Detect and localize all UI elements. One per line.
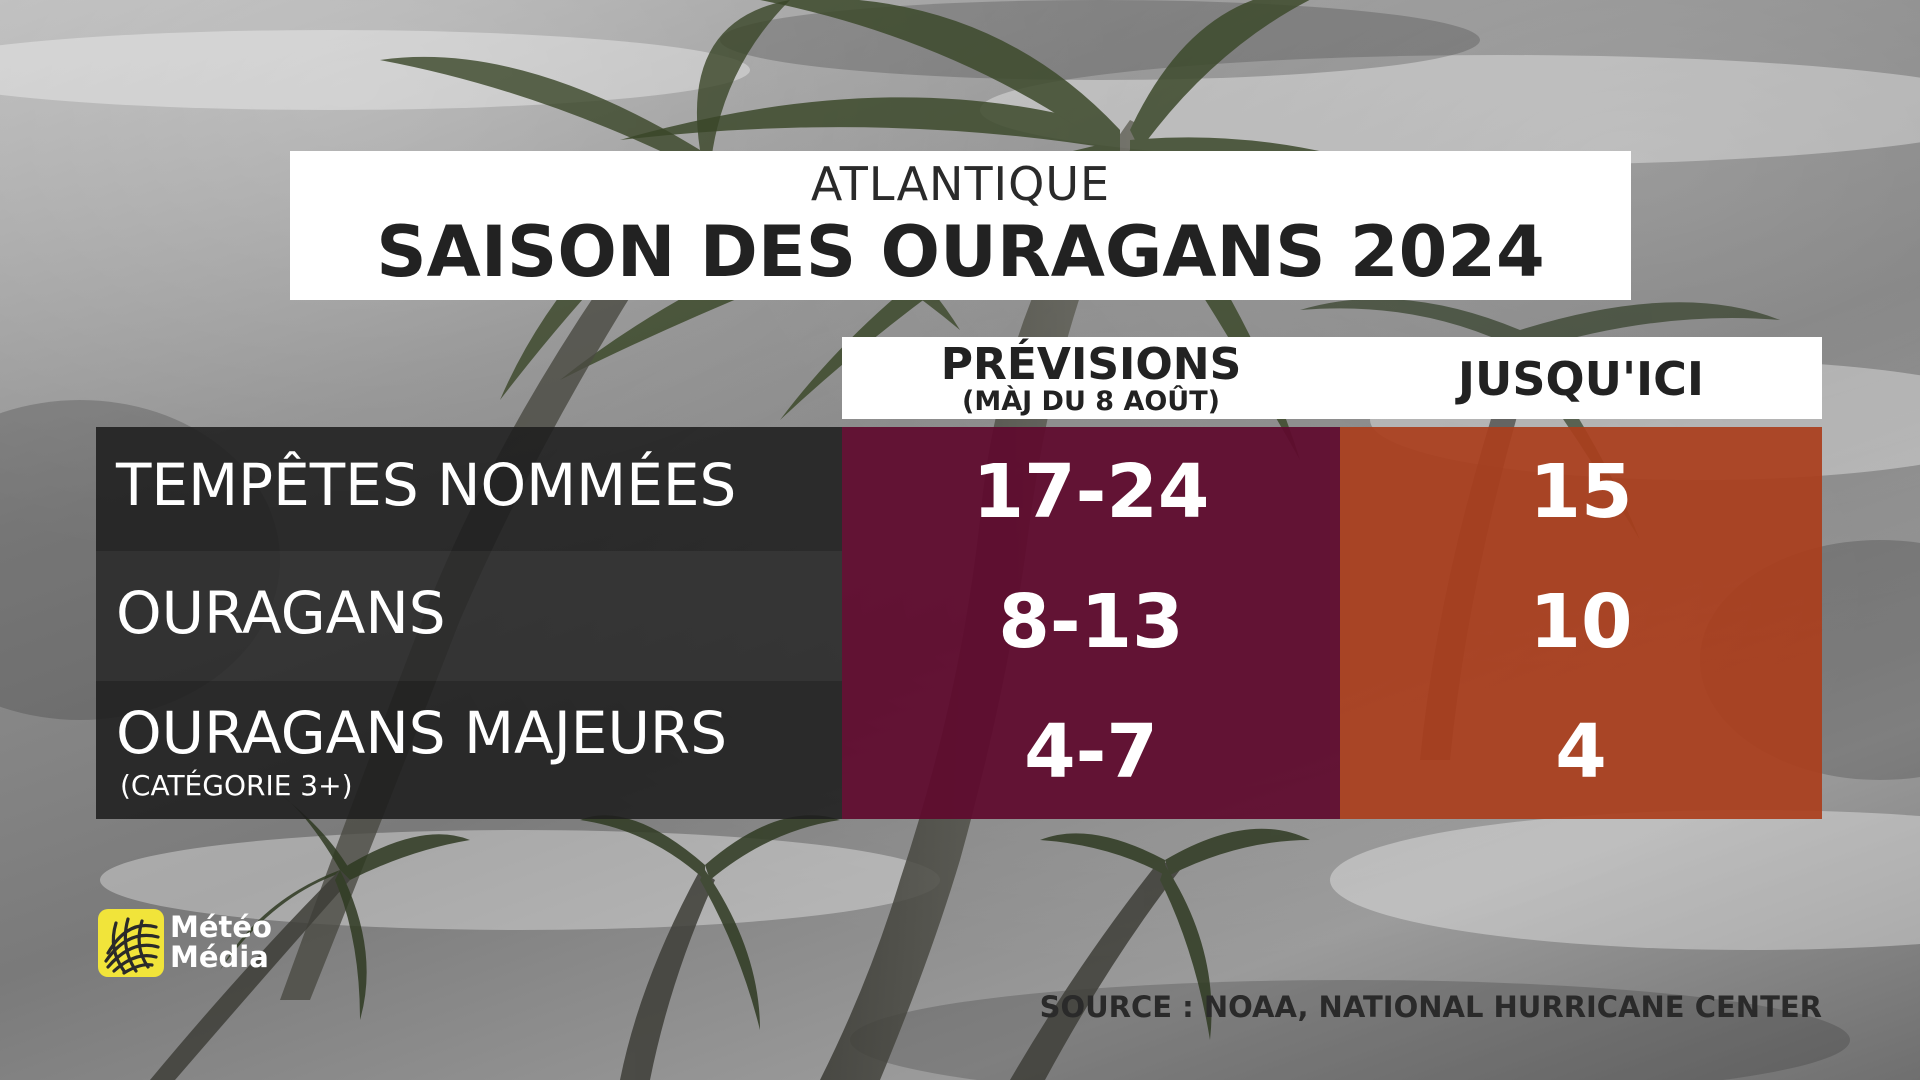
column-header-forecast: PRÉVISIONS (MÀJ DU 8 AOÛT) xyxy=(842,337,1340,419)
row-label-cell: TEMPÊTES NOMMÉES xyxy=(96,427,842,551)
table-row: TEMPÊTES NOMMÉES 17-24 15 xyxy=(96,427,1822,551)
logo-text-line1: Météo xyxy=(170,910,272,944)
to-date-value: 10 xyxy=(1529,579,1633,665)
forecast-cell: 17-24 xyxy=(842,427,1340,551)
to-date-cell: 15 xyxy=(1340,427,1822,551)
table-row: OURAGANS MAJEURS (CATÉGORIE 3+) 4-7 4 xyxy=(96,681,1822,819)
row-label-cell: OURAGANS MAJEURS (CATÉGORIE 3+) xyxy=(96,681,842,819)
to-date-cell: 4 xyxy=(1340,681,1822,819)
meteomedia-logo: Météo Média xyxy=(98,907,278,979)
forecast-value: 4-7 xyxy=(1024,709,1158,795)
row-label: OURAGANS xyxy=(116,579,446,647)
source-note: SOURCE : NOAA, NATIONAL HURRICANE CENTER xyxy=(1039,990,1822,1024)
region-title: ATLANTIQUE xyxy=(810,157,1111,211)
forecast-cell: 4-7 xyxy=(842,681,1340,819)
globe-icon xyxy=(98,909,164,977)
row-sublabel: (CATÉGORIE 3+) xyxy=(120,769,353,802)
forecast-value: 8-13 xyxy=(998,579,1184,665)
column-header-to-date: JUSQU'ICI xyxy=(1340,337,1822,419)
row-label: TEMPÊTES NOMMÉES xyxy=(116,451,737,519)
page-title: SAISON DES OURAGANS 2024 xyxy=(376,211,1545,293)
to-date-cell: 10 xyxy=(1340,551,1822,681)
title-box: ATLANTIQUE SAISON DES OURAGANS 2024 xyxy=(290,151,1631,300)
row-label: OURAGANS MAJEURS xyxy=(116,699,728,767)
to-date-value: 4 xyxy=(1555,709,1607,795)
forecast-value: 17-24 xyxy=(972,449,1210,535)
logo-text-line2: Média xyxy=(170,940,269,974)
column-header-forecast-label: PRÉVISIONS xyxy=(940,339,1242,390)
forecast-cell: 8-13 xyxy=(842,551,1340,681)
to-date-value: 15 xyxy=(1529,449,1633,535)
palm-tree-lower-left xyxy=(150,780,1310,1080)
column-header-to-date-label: JUSQU'ICI xyxy=(1457,352,1705,406)
table-row: OURAGANS 8-13 10 xyxy=(96,551,1822,681)
hurricane-season-table: TEMPÊTES NOMMÉES 17-24 15 OURAGANS 8-13 … xyxy=(96,427,1822,819)
column-header-forecast-sublabel: (MÀJ DU 8 AOÛT) xyxy=(961,386,1220,417)
row-label-cell: OURAGANS xyxy=(96,551,842,681)
